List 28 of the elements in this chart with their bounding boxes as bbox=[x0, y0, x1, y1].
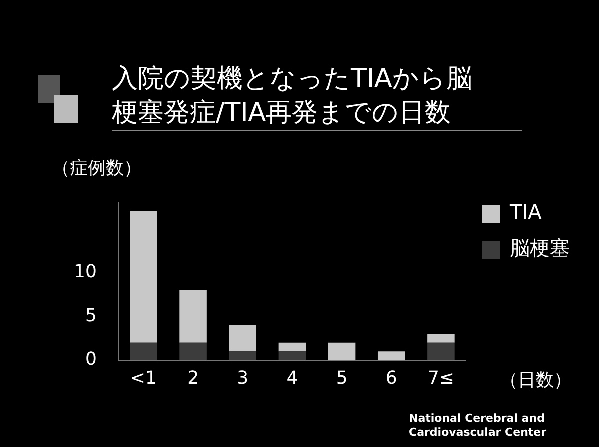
bar bbox=[378, 352, 406, 360]
bar bbox=[130, 212, 158, 343]
bar bbox=[180, 342, 207, 360]
x-tick-label: 6 bbox=[386, 368, 398, 389]
x-tick-label: 7≤ bbox=[428, 368, 454, 389]
bar bbox=[278, 342, 306, 352]
x-tick-label: 5 bbox=[336, 368, 348, 389]
y-tick-label: 5 bbox=[85, 305, 97, 326]
x-tick-label: 2 bbox=[188, 368, 200, 389]
legend-label: TIA bbox=[509, 200, 542, 224]
chart-title: 入院の契機となったTIAから脳梗塞発症/TIA再発までの日数 bbox=[112, 62, 522, 131]
y-tick-label: 0 bbox=[85, 349, 97, 370]
y-axis-title: （症例数） bbox=[52, 157, 142, 180]
bar bbox=[130, 342, 158, 360]
legend-label: 脳梗塞 bbox=[510, 236, 570, 260]
y-tick-label: 10 bbox=[74, 262, 97, 283]
text: National Cerebral and Cardiovascular Center bbox=[409, 412, 548, 440]
x-axis-title: （日数） bbox=[500, 369, 572, 392]
bar bbox=[278, 352, 306, 360]
bar bbox=[428, 334, 455, 343]
bar bbox=[328, 342, 356, 360]
bar bbox=[229, 352, 257, 360]
bar bbox=[180, 290, 207, 343]
x-tick-label: <1 bbox=[130, 368, 157, 389]
bar bbox=[229, 325, 257, 352]
x-tick-label: 4 bbox=[286, 368, 298, 389]
bar bbox=[428, 342, 455, 360]
x-tick-label: 3 bbox=[237, 368, 249, 389]
